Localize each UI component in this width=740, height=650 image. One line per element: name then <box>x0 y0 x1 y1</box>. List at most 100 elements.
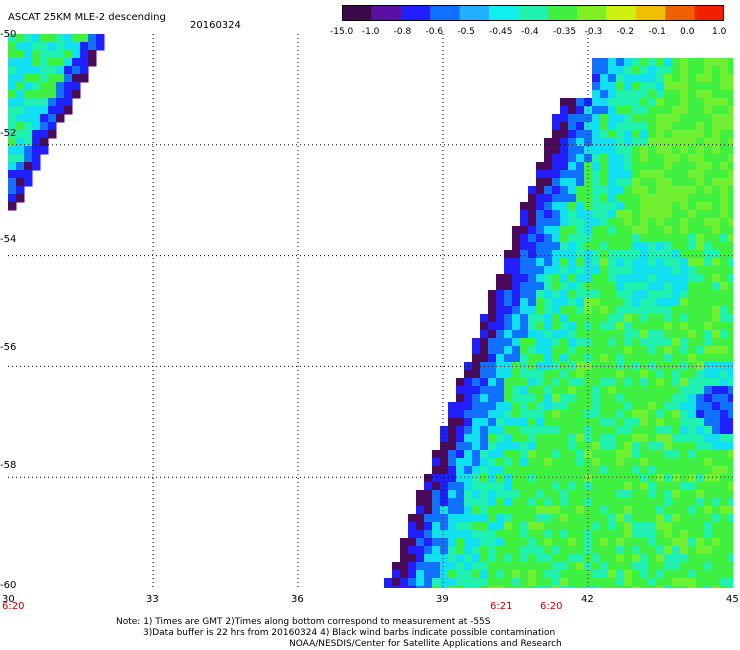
swath-cell <box>608 498 617 507</box>
swath-cell <box>520 394 529 403</box>
lat-label-58: -58 <box>0 460 17 471</box>
swath-cell <box>592 426 601 435</box>
swath-cell <box>528 330 537 339</box>
swath-cell <box>600 106 609 115</box>
swath-cell <box>416 490 425 499</box>
swath-cell <box>488 522 497 531</box>
swath-cell <box>32 50 41 59</box>
swath-cell <box>440 434 449 443</box>
color-scale-label: -0.45 <box>489 27 513 37</box>
swath-cell <box>632 106 641 115</box>
swath-cell <box>648 466 657 475</box>
swath-cell <box>672 402 681 411</box>
swath-cell <box>568 290 577 299</box>
swath-cell <box>608 250 617 259</box>
swath-cell <box>568 378 577 387</box>
swath-cell <box>456 586 465 588</box>
swath-cell <box>592 394 601 403</box>
swath-cell <box>448 426 457 435</box>
swath-cell <box>720 282 729 291</box>
swath-cell <box>512 314 521 323</box>
swath-cell <box>512 410 521 419</box>
swath-cell <box>672 466 681 475</box>
swath-cell <box>664 330 673 339</box>
swath-cell <box>632 562 641 571</box>
swath-cell <box>600 98 609 107</box>
swath-cell <box>656 258 665 267</box>
swath-cell <box>712 554 721 563</box>
swath-cell <box>616 242 625 251</box>
swath-cell <box>648 538 657 547</box>
swath-cell <box>560 146 569 155</box>
swath-cell <box>592 210 601 219</box>
swath-cell <box>688 522 697 531</box>
swath-cell <box>624 202 633 211</box>
swath-cell <box>608 178 617 187</box>
swath-cell <box>656 570 665 579</box>
swath-cell <box>696 274 705 283</box>
swath-cell <box>520 346 529 355</box>
swath-cell <box>712 402 721 411</box>
swath-cell <box>680 482 689 491</box>
swath-cell <box>624 170 633 179</box>
swath-cell <box>8 154 17 163</box>
swath-cell <box>544 434 553 443</box>
swath-cell <box>704 306 713 315</box>
swath-cell <box>624 402 633 411</box>
swath-cell <box>464 450 473 459</box>
swath-cell <box>712 82 721 91</box>
swath-cell <box>520 210 529 219</box>
swath-cell <box>552 338 561 347</box>
swath-cell <box>608 82 617 91</box>
color-scale-label: -0.35 <box>552 27 577 37</box>
swath-cell <box>448 450 457 459</box>
swath-cell <box>640 378 649 387</box>
swath-cell <box>56 50 65 59</box>
swath-cell <box>728 298 733 307</box>
swath-cell <box>656 234 665 243</box>
swath-cell <box>720 274 729 283</box>
swath-cell <box>664 578 673 587</box>
swath-cell <box>632 498 641 507</box>
swath-cell <box>448 410 457 419</box>
swath-cell <box>680 514 689 523</box>
swath-cell <box>600 442 609 451</box>
color-scale-swatch <box>400 5 431 21</box>
swath-cell <box>496 410 505 419</box>
swath-cell <box>568 586 577 588</box>
swath-cell <box>512 546 521 555</box>
lon-label-39: 39 <box>436 594 449 605</box>
swath-cell <box>624 370 633 379</box>
swath-cell <box>560 338 569 347</box>
swath-cell <box>608 338 617 347</box>
swath-cell <box>488 298 497 307</box>
swath-cell <box>504 314 513 323</box>
swath-cell <box>560 194 569 203</box>
swath-cell <box>88 58 97 67</box>
swath-cell <box>608 290 617 299</box>
swath-cell <box>600 546 609 555</box>
swath-cell <box>544 394 553 403</box>
swath-cell <box>16 42 25 51</box>
swath-cell <box>552 482 561 491</box>
swath-cell <box>88 42 97 51</box>
swath-cell <box>728 506 733 515</box>
swath-cell <box>448 546 457 555</box>
swath-cell <box>656 266 665 275</box>
swath-cell <box>592 370 601 379</box>
swath-cell <box>552 130 561 139</box>
swath-cell <box>64 58 73 67</box>
swath-cell <box>624 210 633 219</box>
swath-cell <box>576 458 585 467</box>
swath-cell <box>600 58 609 67</box>
swath-cell <box>512 282 521 291</box>
swath-cell <box>616 226 625 235</box>
color-scale-swatch <box>577 5 607 21</box>
swath-cell <box>464 426 473 435</box>
swath-cell <box>520 466 529 475</box>
swath-cell <box>608 226 617 235</box>
swath-cell <box>608 370 617 379</box>
swath-cell <box>504 458 513 467</box>
swath-cell <box>664 370 673 379</box>
swath-cell <box>536 346 545 355</box>
